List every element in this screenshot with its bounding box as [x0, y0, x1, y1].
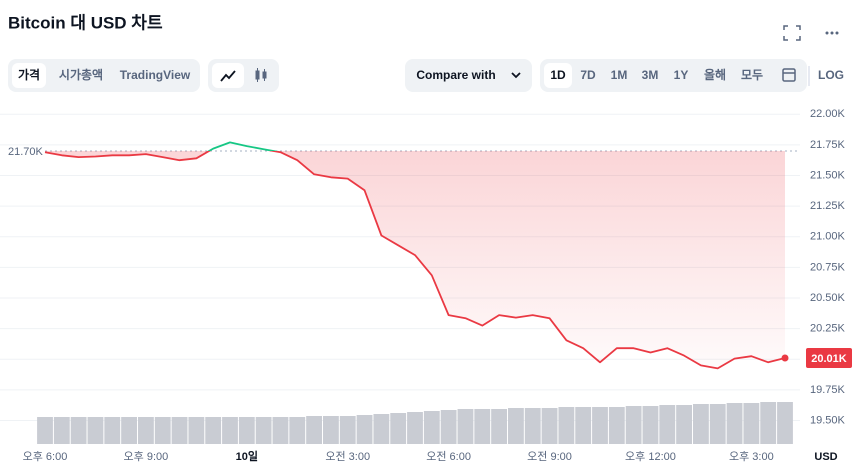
- price-tag-label: 20.01K: [811, 353, 847, 365]
- range[interactable]: 7D: [580, 68, 596, 82]
- tab[interactable]: TradingView: [120, 68, 191, 82]
- range[interactable]: 3M: [642, 68, 659, 82]
- axis-unit: USD: [814, 451, 837, 463]
- y-tick-label: 20.75K: [810, 261, 846, 273]
- volume-bar: [289, 417, 306, 444]
- range[interactable]: 1D: [550, 68, 566, 82]
- volume-bar: [491, 409, 507, 444]
- x-tick-label: 오후 6:00: [23, 450, 68, 463]
- x-tick-label: 오후 3:00: [729, 450, 774, 463]
- volume-bar: [474, 409, 491, 444]
- volume-bar: [592, 407, 608, 444]
- y-tick-label: 19.50K: [810, 414, 846, 426]
- volume-bar: [524, 408, 541, 444]
- range[interactable]: 1Y: [674, 68, 689, 82]
- volume-bar: [423, 411, 440, 444]
- page-title: Bitcoin 대 USD 차트: [8, 13, 163, 32]
- volume-bar: [188, 417, 205, 444]
- volume-bar: [171, 417, 188, 444]
- tab-group: [8, 59, 200, 92]
- x-tick-label: 10일: [236, 449, 258, 463]
- x-tick-label: 오후 9:00: [124, 450, 169, 463]
- volume-bar: [272, 417, 289, 444]
- tab[interactable]: 시가총액: [59, 67, 103, 82]
- range[interactable]: 올해: [704, 68, 726, 82]
- compare-button[interactable]: [405, 59, 532, 92]
- volume-bar: [760, 402, 777, 444]
- volume-bar: [356, 415, 373, 444]
- log-toggle[interactable]: LOG: [818, 68, 844, 82]
- more-icon[interactable]: [825, 31, 839, 35]
- tab-selected: [12, 63, 46, 88]
- volume-bar: [659, 405, 676, 444]
- y-tick-label: 21.75K: [810, 139, 846, 151]
- volume-bar: [726, 403, 743, 444]
- x-tick-label: 오후 12:00: [625, 450, 676, 463]
- price-tag: [806, 348, 852, 369]
- compare-label: Compare with: [416, 68, 495, 82]
- y-tick-label: 21.50K: [810, 169, 846, 181]
- volume-bar: [541, 408, 558, 444]
- volume-bar: [87, 417, 104, 444]
- chart-type-selected: [212, 63, 244, 88]
- volume-bar: [205, 417, 222, 444]
- volume-bar: [323, 416, 339, 444]
- volume-bar: [743, 403, 760, 444]
- y-tick-label: 21.00K: [810, 231, 846, 243]
- volume-bar: [339, 416, 356, 444]
- chevron-icon: [511, 72, 521, 79]
- volume-bar: [440, 410, 457, 444]
- volume-bar: [255, 417, 272, 444]
- tab[interactable]: 가격: [18, 67, 40, 82]
- volume-bar: [709, 404, 726, 444]
- volume-bar: [154, 417, 171, 444]
- volume-bar: [693, 404, 709, 444]
- volume-bar: [70, 417, 87, 444]
- y-tick-label: 22.00K: [810, 108, 846, 120]
- x-tick-label: 오전 9:00: [527, 450, 572, 463]
- volume-bar: [121, 417, 137, 444]
- volume-bar: [608, 407, 625, 444]
- price-line: [44, 141, 786, 370]
- range[interactable]: 모두: [741, 68, 763, 82]
- volume-bar: [676, 405, 692, 444]
- range-selected: [544, 63, 572, 88]
- range-group: [540, 59, 807, 92]
- price-area: [45, 151, 785, 369]
- reference-label: 21.70K: [8, 146, 44, 158]
- x-tick-label: 오전 6:00: [426, 450, 471, 463]
- volume-bar: [558, 407, 575, 444]
- volume-bar: [407, 412, 423, 444]
- fullscreen-icon[interactable]: [783, 25, 801, 41]
- y-tick-label: 20.50K: [810, 292, 846, 304]
- candle-icon[interactable]: [255, 68, 267, 82]
- x-tick-label: 오전 3:00: [325, 450, 370, 463]
- calendar-icon[interactable]: [782, 68, 796, 82]
- volume-bar: [238, 417, 255, 444]
- range[interactable]: 1M: [611, 68, 628, 82]
- volume-bar: [222, 417, 238, 444]
- volume-bar: [642, 406, 659, 444]
- y-tick-label: 20.25K: [810, 323, 846, 335]
- volume-bar: [457, 409, 474, 444]
- plot: 22.00K 21.75K 21.50K 21.25K 21.00K 20.75K 20.5…: [0, 108, 852, 463]
- line-chart-icon[interactable]: [220, 70, 236, 82]
- volume-bar: [777, 402, 793, 444]
- volume-bar: [625, 406, 642, 444]
- volume-bar: [138, 417, 154, 444]
- volume-bar: [53, 417, 70, 444]
- volume-bar: [373, 414, 390, 444]
- volume-bar: [104, 417, 121, 444]
- y-tick-label: 19.75K: [810, 384, 846, 396]
- volume-bar: [37, 417, 53, 444]
- last-point: [781, 354, 789, 362]
- volume-bar: [575, 407, 592, 444]
- y-tick-label: 21.25K: [810, 200, 846, 212]
- volume-bar: [508, 408, 524, 444]
- volume-bar: [390, 413, 407, 444]
- volume-bar: [306, 416, 322, 444]
